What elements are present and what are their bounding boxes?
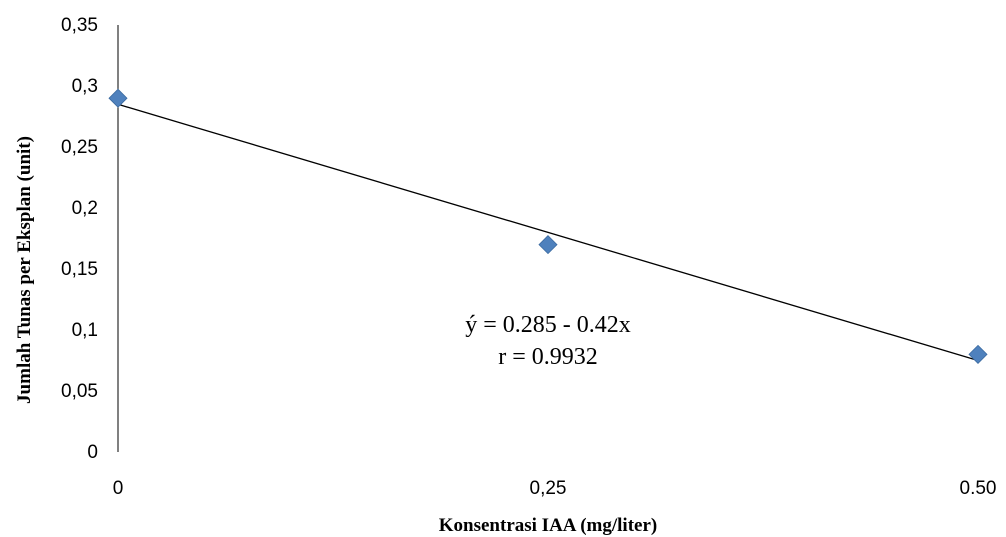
correlation-coefficient: r = 0.9932 — [498, 344, 598, 370]
x-tick-label: 0,25 — [530, 478, 567, 499]
y-axis-ticks: 0 0,05 0,1 0,15 0,2 0,25 0,3 0,35 — [61, 15, 98, 463]
data-point-marker — [968, 344, 988, 364]
x-axis-title: Konsentrasi IAA (mg/liter) — [439, 515, 657, 536]
y-tick-label: 0 — [87, 442, 98, 463]
x-tick-label: 0 — [113, 478, 124, 499]
y-tick-label: 0,05 — [61, 381, 98, 402]
x-axis-ticks: 0 0,25 0.50 — [113, 478, 997, 499]
x-tick-label: 0.50 — [960, 478, 997, 499]
y-tick-label: 0,35 — [61, 15, 98, 36]
y-tick-label: 0,15 — [61, 259, 98, 280]
data-points — [108, 88, 988, 364]
trendline — [117, 103, 979, 362]
y-tick-label: 0,25 — [61, 137, 98, 158]
y-tick-label: 0,1 — [72, 320, 98, 341]
data-point-marker — [108, 88, 128, 108]
regression-equation: ý = 0.285 - 0.42x — [465, 312, 631, 338]
data-point-marker — [538, 235, 558, 255]
y-tick-label: 0,3 — [72, 76, 98, 97]
y-tick-label: 0,2 — [72, 198, 98, 219]
y-axis-title: Jumlah Tunas per Eksplan (unit) — [14, 136, 35, 404]
